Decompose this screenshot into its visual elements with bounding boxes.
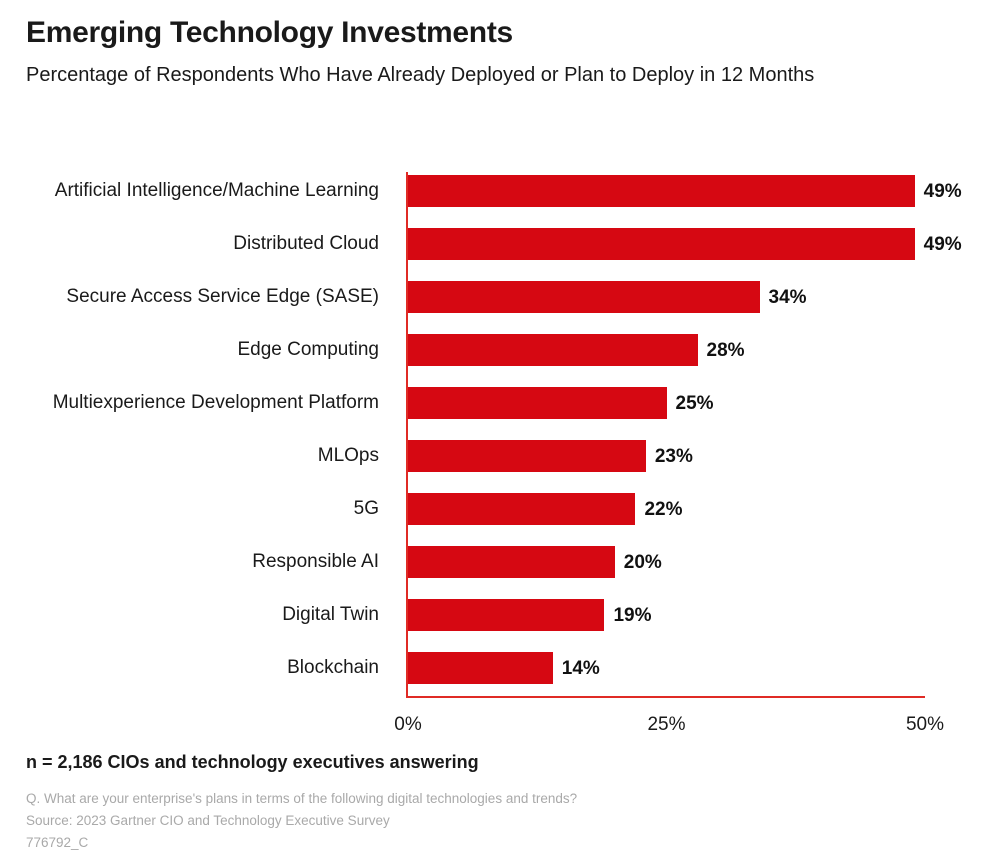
bar[interactable] [408,440,646,472]
bar-category-label: Multiexperience Development Platform [52,392,379,413]
chart-subtitle: Percentage of Respondents Who Have Alrea… [26,64,815,86]
x-axis-tick-label: 25% [647,714,686,735]
x-axis-tick-label: 50% [905,714,945,735]
x-axis-tick-labels: 0% 25% 50% [0,714,1000,742]
bar[interactable] [408,334,698,366]
bar-fill [408,599,605,631]
bar-row: Responsible AI 20% [0,545,1000,579]
y-axis-line [406,172,408,697]
bar-row: Multiexperience Development Platform 25% [0,386,1000,420]
bar-row: Edge Computing 28% [0,333,1000,367]
bar-fill [408,546,615,578]
bar-category-label: Edge Computing [237,339,379,360]
bar-category-label: Responsible AI [252,551,379,572]
bar-value-label: 49% [923,234,962,255]
bar-value-label: 22% [644,499,683,520]
bar-row: Blockchain 14% [0,651,1000,685]
bar-chart-plot-area: Artificial Intelligence/Machine Learning… [0,168,1000,703]
bar-value-label: 19% [613,605,652,626]
bar-fill [408,440,646,472]
bar-category-label: Digital Twin [282,604,379,625]
bar[interactable] [408,652,553,684]
bar-value-label: 49% [923,181,962,202]
bar[interactable] [408,387,667,419]
bar-value-label: 14% [561,658,600,679]
bar-fill [408,334,698,366]
bar-row: 5G 22% [0,492,1000,526]
bar-category-label: Artificial Intelligence/Machine Learning [54,180,379,201]
bar-fill [408,228,915,260]
bar-fill [408,493,636,525]
bar-row: Artificial Intelligence/Machine Learning… [0,174,1000,208]
bar[interactable] [408,599,605,631]
bar-category-label: Secure Access Service Edge (SASE) [66,286,379,307]
bar-value-label: 20% [623,552,662,573]
bar-category-label: Distributed Cloud [233,233,379,254]
source-block: Q. What are your enterprise's plans in t… [26,788,577,854]
x-axis-tick-label: 0% [394,714,422,735]
bar-row: Digital Twin 19% [0,598,1000,632]
bar[interactable] [408,546,615,578]
bar[interactable] [408,175,915,207]
bar-value-label: 28% [706,340,745,361]
bar-value-label: 34% [768,287,807,308]
bar-fill [408,652,553,684]
bar-row: MLOps 23% [0,439,1000,473]
document-id-line: 776792_C [26,834,89,850]
bar-value-label: 23% [654,446,693,467]
bar[interactable] [408,281,760,313]
bar-row: Secure Access Service Edge (SASE) 34% [0,280,1000,314]
bar-category-label: MLOps [317,445,379,466]
x-axis-line [406,696,925,698]
sample-size-note: n = 2,186 CIOs and technology executives… [26,752,479,772]
bar-row: Distributed Cloud 49% [0,227,1000,261]
bar-value-label: 25% [675,393,714,414]
bar-category-label: Blockchain [287,657,379,678]
bar-fill [408,387,667,419]
bar[interactable] [408,228,915,260]
bar[interactable] [408,493,636,525]
bar-category-label: 5G [353,498,379,519]
bar-fill [408,175,915,207]
page-title: Emerging Technology Investments [26,16,513,49]
chart-header: Emerging Technology Investments Percenta… [26,16,966,91]
survey-question-line: Q. What are your enterprise's plans in t… [26,791,578,806]
bar-fill [408,281,760,313]
source-line: Source: 2023 Gartner CIO and Technology … [26,812,390,828]
